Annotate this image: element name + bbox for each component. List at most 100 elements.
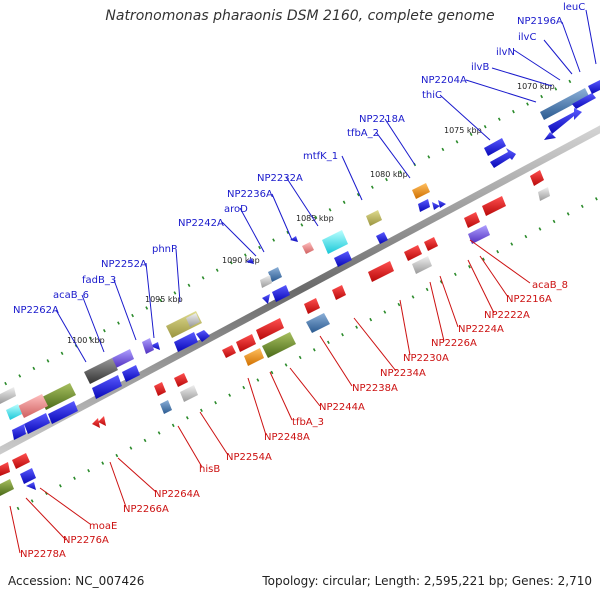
feature-grey	[180, 385, 198, 402]
tick-1090: 1090 kbp	[222, 256, 260, 265]
tick-dot	[512, 109, 515, 114]
tick-dot	[341, 333, 344, 337]
tick-dot-rings	[4, 79, 598, 511]
feature-aroD	[268, 267, 282, 282]
feature-blue	[438, 200, 446, 208]
feature-red	[222, 345, 236, 358]
tick-dot	[228, 393, 232, 397]
genome-backbone	[0, 125, 600, 455]
tick-dot	[594, 197, 598, 201]
tick-dot	[441, 147, 445, 152]
tick-dot	[427, 155, 431, 159]
tick-dot	[554, 87, 558, 91]
tick-dot	[187, 283, 191, 288]
feature-tfba2	[412, 183, 430, 199]
accession-text: Accession: NC_007426	[8, 574, 145, 588]
label-hisB: hisB	[199, 464, 220, 475]
tick-dot	[425, 287, 429, 292]
tick-dot	[244, 253, 247, 257]
tick-dot	[18, 374, 22, 378]
feature-grey	[412, 256, 432, 274]
tick-dot	[552, 219, 556, 224]
label-NP2226A: NP2226A	[431, 338, 477, 349]
tick-dot	[355, 325, 359, 329]
tick-dot	[159, 298, 163, 303]
tick-dot	[383, 310, 387, 314]
tick-dot	[201, 276, 205, 280]
tick-dot	[300, 223, 304, 227]
tick-1075: 1075 kbp	[444, 126, 482, 135]
tick-dot	[272, 238, 276, 242]
label-thiC: thiC	[422, 90, 442, 101]
feature-red	[256, 318, 284, 340]
feature-grey	[260, 275, 272, 288]
tick-dot	[496, 249, 500, 254]
tick-dot	[286, 230, 290, 235]
label-NP2264A: NP2264A	[154, 489, 200, 500]
feature-blue	[334, 251, 352, 267]
feature-blue	[92, 375, 122, 399]
label-NP2242A: NP2242A	[178, 218, 224, 229]
feature-blue	[572, 93, 596, 109]
feature-blue	[150, 342, 160, 350]
label-acaB_8: acaB_8	[532, 280, 568, 291]
tick-dot	[538, 227, 542, 231]
label-phnP: phnP	[152, 244, 177, 255]
feature-steel	[306, 313, 330, 333]
label-aroD: aroD	[224, 204, 248, 215]
tick-dot	[566, 212, 570, 216]
tick-dot	[580, 204, 584, 209]
tick-dot	[326, 340, 330, 344]
feature-mtfk1	[366, 210, 382, 226]
feature-blue	[122, 365, 140, 382]
feature-blue	[12, 424, 26, 440]
label-tfbA_2: tfbA_2	[347, 128, 379, 139]
tick-dot	[568, 79, 572, 84]
forward-leader-lines	[55, 9, 597, 363]
feature-blue	[196, 330, 210, 342]
tick-1100: 1100 kbp	[67, 336, 105, 345]
tick-dot	[171, 423, 175, 428]
feature-blue	[246, 258, 254, 264]
label-NP2224A: NP2224A	[458, 324, 504, 335]
label-NP2232A: NP2232A	[257, 173, 303, 184]
tick-dot	[510, 242, 514, 246]
tick-dot	[173, 291, 177, 295]
tick-dot	[256, 378, 260, 382]
tick-dot	[370, 185, 374, 189]
feature-red	[482, 196, 506, 216]
feature-red	[530, 170, 544, 186]
label-acaB_6: acaB_6	[53, 290, 89, 301]
feature-blue	[20, 468, 36, 484]
feature-orange	[244, 348, 264, 366]
label-NP2218A: NP2218A	[359, 114, 405, 125]
label-NP2244A: NP2244A	[319, 402, 365, 413]
forward-strand-features	[0, 80, 600, 440]
label-ilvB: ilvB	[471, 62, 489, 73]
tick-dot	[58, 484, 62, 488]
tick-dot	[88, 336, 92, 340]
feature-red	[154, 382, 166, 396]
feature-red	[404, 245, 422, 261]
feature-blue	[24, 413, 50, 434]
map-title: Natronomonas pharaonis DSM 2160, complet…	[105, 8, 495, 24]
tick-dot	[439, 280, 443, 284]
label-NP2230A: NP2230A	[403, 353, 449, 364]
feature-red	[424, 237, 438, 251]
tick-dot	[157, 431, 161, 435]
feature-cyan	[6, 404, 22, 420]
tick-dot	[258, 245, 261, 250]
tick-dot	[32, 366, 36, 371]
feature-red	[304, 298, 320, 314]
label-NP2278A: NP2278A	[20, 549, 66, 560]
feature-red	[464, 212, 480, 228]
label-NP2222A: NP2222A	[484, 310, 530, 321]
feature-grey	[186, 313, 200, 327]
tick-1095: 1095 kbp	[145, 295, 183, 304]
tick-dot	[356, 193, 360, 197]
reverse-strand-features	[0, 170, 550, 496]
kbp-ticks: 1070 kbp 1075 kbp 1080 kbp 1085 kbp 1090…	[67, 82, 555, 345]
feature-fadb3	[112, 349, 134, 368]
label-leuC: leuC	[563, 2, 585, 13]
